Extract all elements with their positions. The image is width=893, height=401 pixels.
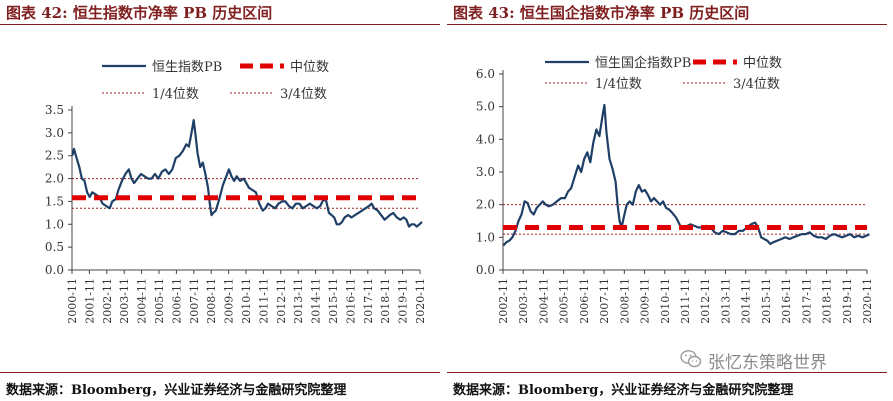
x-tick-label: 2003-11 [517, 278, 530, 324]
y-tick-label: 3.0 [45, 126, 64, 140]
x-tick-label: 2008-11 [205, 278, 218, 324]
x-tick-label: 2013-11 [719, 278, 732, 324]
x-tick-label: 2019-11 [841, 278, 854, 324]
y-tick-label: 2.5 [45, 149, 64, 163]
x-tick-label: 2015-11 [760, 278, 773, 324]
y-tick-label: 4.0 [476, 132, 495, 146]
pb-series-line [502, 103, 870, 247]
legend-median-label: 中位数 [743, 56, 782, 71]
x-tick-label: 2017-11 [362, 278, 375, 324]
watermark: 张忆东策略世界 [680, 348, 885, 373]
x-tick-label: 2003-11 [118, 278, 131, 324]
legend-series-label: 恒生国企指数PB [595, 55, 691, 71]
y-tick-label: 3.0 [476, 165, 495, 179]
x-tick-label: 2002-11 [497, 278, 510, 324]
x-tick-label: 2010-11 [659, 278, 672, 324]
x-tick-label: 2006-11 [170, 278, 183, 324]
x-tick-label: 2007-11 [188, 278, 201, 324]
x-tick-label: 2012-11 [275, 278, 288, 324]
y-tick-label: 1.5 [45, 194, 64, 208]
x-tick-label: 2013-11 [292, 278, 305, 324]
y-tick-label: 2.0 [476, 198, 495, 212]
x-tick-label: 2010-11 [240, 278, 253, 324]
y-tick-label: 1.0 [476, 230, 495, 244]
x-tick-label: 2011-11 [257, 278, 270, 324]
chart-panel-hscei: 图表 43: 恒生国企指数市净率 PB 历史区间 0.0 1.0 2.0 3.0 4.0… [447, 0, 887, 401]
x-tick-label: 2004-11 [537, 278, 550, 324]
legend-q1-label: 1/4位数 [595, 77, 642, 92]
y-tick-label: 0.0 [476, 263, 495, 277]
hsi-pb-chart: 0.0 0.5 1.0 1.5 2.0 2.5 3.0 3.5 2000-11 2001-11 20… [45, 60, 427, 324]
x-tick-label: 2014-11 [740, 278, 753, 324]
x-tick-label: 2018-11 [379, 278, 392, 324]
y-tick-label: 6.0 [476, 67, 495, 81]
x-tick-label: 2012-11 [699, 278, 712, 324]
x-tick-label: 2014-11 [310, 278, 323, 324]
x-tick-label: 2002-11 [101, 278, 114, 324]
legend-series-label: 恒生指数PB [152, 60, 222, 75]
chart-title-bar: 图表 43: 恒生国企指数市净率 PB 历史区间 [447, 0, 887, 25]
x-tick-label: 2016-11 [780, 278, 793, 324]
y-tick-label: 2.0 [45, 172, 64, 186]
source-bar: 数据来源：Bloomberg，兴业证券经济与金融研究院整理 [0, 372, 440, 401]
chart-title: 图表 43: 恒生国企指数市净率 PB 历史区间 [453, 4, 750, 22]
x-tick-label: 2008-11 [618, 278, 631, 324]
x-tick-label: 2006-11 [578, 278, 591, 324]
x-tick-label: 2016-11 [344, 278, 357, 324]
x-tick-label: 2009-11 [223, 278, 236, 324]
y-tick-label: 0.0 [45, 263, 64, 277]
x-tick-label: 2005-11 [558, 278, 571, 324]
x-tick-label: 2020-11 [861, 278, 874, 324]
x-tick-label: 2020-11 [414, 278, 427, 324]
x-tick-label: 2007-11 [598, 278, 611, 324]
x-tick-label: 2018-11 [821, 278, 834, 324]
chart-title-bar: 图表 42: 恒生指数市净率 PB 历史区间 [0, 0, 440, 25]
x-tick-label: 2017-11 [800, 278, 813, 324]
pb-series-line [71, 119, 423, 228]
x-tick-label: 2009-11 [639, 278, 652, 324]
chart-title: 图表 42: 恒生指数市净率 PB 历史区间 [6, 4, 273, 22]
legend-median-label: 中位数 [290, 60, 329, 75]
x-tick-label: 2015-11 [327, 278, 340, 324]
x-tick-label: 2019-11 [397, 278, 410, 324]
x-tick-label: 2001-11 [83, 278, 96, 324]
source-bar: 数据来源：Bloomberg，兴业证券经济与金融研究院整理 [447, 372, 887, 401]
y-tick-label: 5.0 [476, 100, 495, 114]
watermark-text: 张忆东策略世界 [708, 353, 827, 373]
source-note: 数据来源：Bloomberg，兴业证券经济与金融研究院整理 [453, 383, 794, 398]
hscei-pb-chart: 0.0 1.0 2.0 3.0 4.0 5.0 6.0 2002-11 2003-11 2004-… [476, 55, 874, 324]
legend-q1-label: 1/4位数 [152, 87, 199, 102]
y-tick-label: 3.5 [45, 103, 64, 117]
legend-q3-label: 3/4位数 [733, 77, 780, 92]
source-note: 数据来源：Bloomberg，兴业证券经济与金融研究院整理 [6, 383, 347, 398]
x-tick-label: 2005-11 [153, 278, 166, 324]
legend-q3-label: 3/4位数 [280, 87, 327, 102]
x-tick-label: 2000-11 [66, 278, 79, 324]
y-tick-label: 0.5 [45, 240, 64, 254]
chart-panel-hsi: 图表 42: 恒生指数市净率 PB 历史区间 0.0 0.5 1.0 1.5 2.0 2.… [0, 0, 440, 401]
wechat-icon [680, 350, 702, 368]
x-tick-label: 2011-11 [679, 278, 692, 324]
x-tick-label: 2004-11 [136, 278, 149, 324]
y-tick-label: 1.0 [45, 217, 64, 231]
